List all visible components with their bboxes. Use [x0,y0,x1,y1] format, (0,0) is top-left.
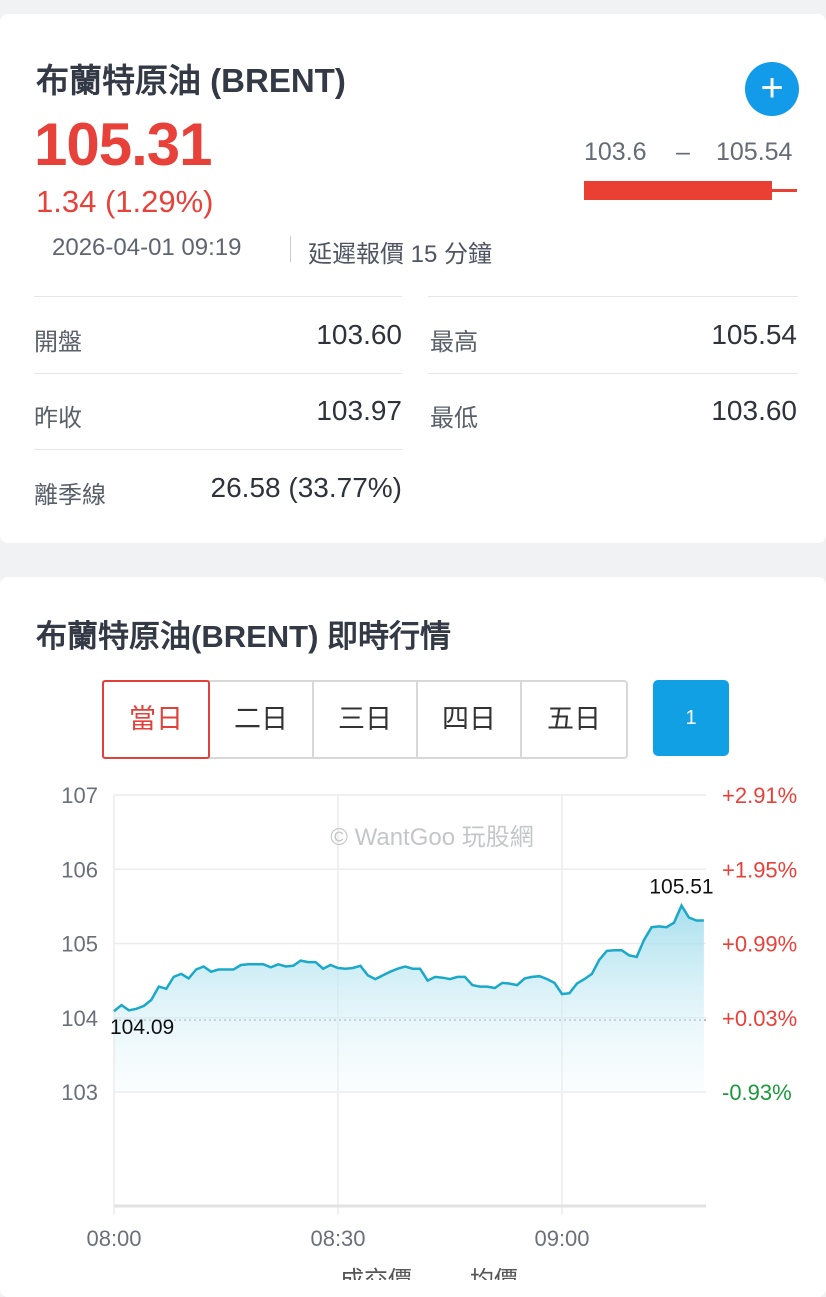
prev-close-value: 103.97 [316,395,402,427]
watermark: © WantGoo 玩股網 [330,824,534,851]
range-bar [584,181,772,200]
y-tick-label: 106 [61,857,98,882]
intraday-chart: 107 +2.91% 106 +1.95% 105 +0.99% 104 +0.03% 103 -… [0,770,826,1280]
divider [428,373,798,374]
legend-price: 成交價 [340,1267,412,1280]
high-value: 105.54 [711,319,797,351]
add-watchlist-button[interactable]: + [745,62,799,116]
tab-day5[interactable]: 五日 [522,682,626,757]
plus-icon: + [760,66,783,110]
price-change: 1.34 (1.29%) [36,184,214,220]
x-tick-label: 09:00 [534,1226,589,1251]
divider [34,449,402,450]
delay-note: 延遲報價 15 分鐘 [308,234,492,269]
divider [290,236,291,262]
y-right-tick-label: +1.95% [722,857,797,882]
low-value: 103.60 [711,395,797,427]
last-price: 105.31 [34,110,212,179]
range-high: 105.54 [716,138,792,167]
chart-section-title: 布蘭特原油(BRENT) 即時行情 [36,611,451,656]
y-right-tick-label: +2.91% [722,783,797,808]
y-tick-label: 103 [61,1080,98,1105]
range-bar-tail [772,189,797,192]
instrument-title: 布蘭特原油 (BRENT) [36,54,346,102]
open-value: 103.60 [316,319,402,351]
tab-day1[interactable]: 當日 [102,680,210,759]
tab-day4[interactable]: 四日 [418,682,522,757]
y-right-tick-label: +0.99% [722,932,797,957]
open-label: 開盤 [34,322,82,357]
y-tick-label: 105 [61,932,98,957]
range-dash: – [676,138,690,167]
divider [34,296,402,297]
high-label: 最高 [430,322,478,357]
period-tabs: 當日 二日 三日 四日 五日 [102,680,628,759]
legend-average: 均價 [470,1267,518,1280]
divider [428,296,798,297]
y-right-tick-label: -0.93% [722,1080,792,1105]
season-value: 26.58 (33.77%) [211,472,402,504]
divider [34,373,402,374]
quote-card: 布蘭特原油 (BRENT) + 105.31 1.34 (1.29%) 103.… [0,14,826,543]
y-right-tick-label: +0.03% [722,1006,797,1031]
prev-close-label: 昨收 [34,398,82,433]
max-price-label: 105.51 [649,876,713,899]
price-area [114,906,704,1092]
y-tick-label: 104 [61,1006,98,1031]
range-low: 103.6 [584,138,647,167]
quote-timestamp: 2026-04-01 09:19 [52,234,242,262]
tab-day2[interactable]: 二日 [210,682,314,757]
tab-day3[interactable]: 三日 [314,682,418,757]
interval-button[interactable]: 1 [653,680,729,756]
x-tick-label: 08:00 [86,1226,141,1251]
start-price-label: 104.09 [110,1016,174,1039]
x-tick-label: 08:30 [310,1226,365,1251]
low-label: 最低 [430,398,478,433]
season-label: 離季線 [34,475,106,510]
y-tick-label: 107 [61,783,98,808]
